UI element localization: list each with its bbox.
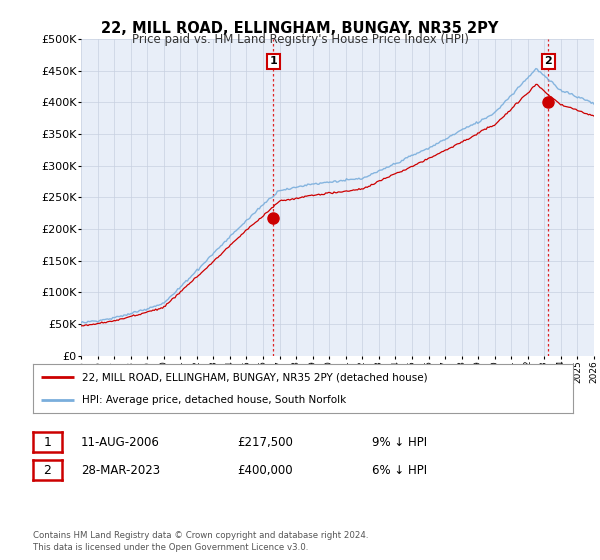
- Text: £400,000: £400,000: [237, 464, 293, 477]
- Text: Contains HM Land Registry data © Crown copyright and database right 2024.
This d: Contains HM Land Registry data © Crown c…: [33, 531, 368, 552]
- Text: 2: 2: [43, 464, 52, 477]
- Text: 1: 1: [269, 57, 277, 66]
- Text: 9% ↓ HPI: 9% ↓ HPI: [372, 436, 427, 449]
- Text: 1: 1: [43, 436, 52, 449]
- Text: 2: 2: [545, 57, 553, 66]
- Text: Price paid vs. HM Land Registry's House Price Index (HPI): Price paid vs. HM Land Registry's House …: [131, 33, 469, 46]
- Text: 28-MAR-2023: 28-MAR-2023: [81, 464, 160, 477]
- Text: 22, MILL ROAD, ELLINGHAM, BUNGAY, NR35 2PY (detached house): 22, MILL ROAD, ELLINGHAM, BUNGAY, NR35 2…: [82, 372, 427, 382]
- Text: 22, MILL ROAD, ELLINGHAM, BUNGAY, NR35 2PY: 22, MILL ROAD, ELLINGHAM, BUNGAY, NR35 2…: [101, 21, 499, 36]
- Text: 11-AUG-2006: 11-AUG-2006: [81, 436, 160, 449]
- Text: HPI: Average price, detached house, South Norfolk: HPI: Average price, detached house, Sout…: [82, 395, 346, 405]
- Text: £217,500: £217,500: [237, 436, 293, 449]
- Text: 6% ↓ HPI: 6% ↓ HPI: [372, 464, 427, 477]
